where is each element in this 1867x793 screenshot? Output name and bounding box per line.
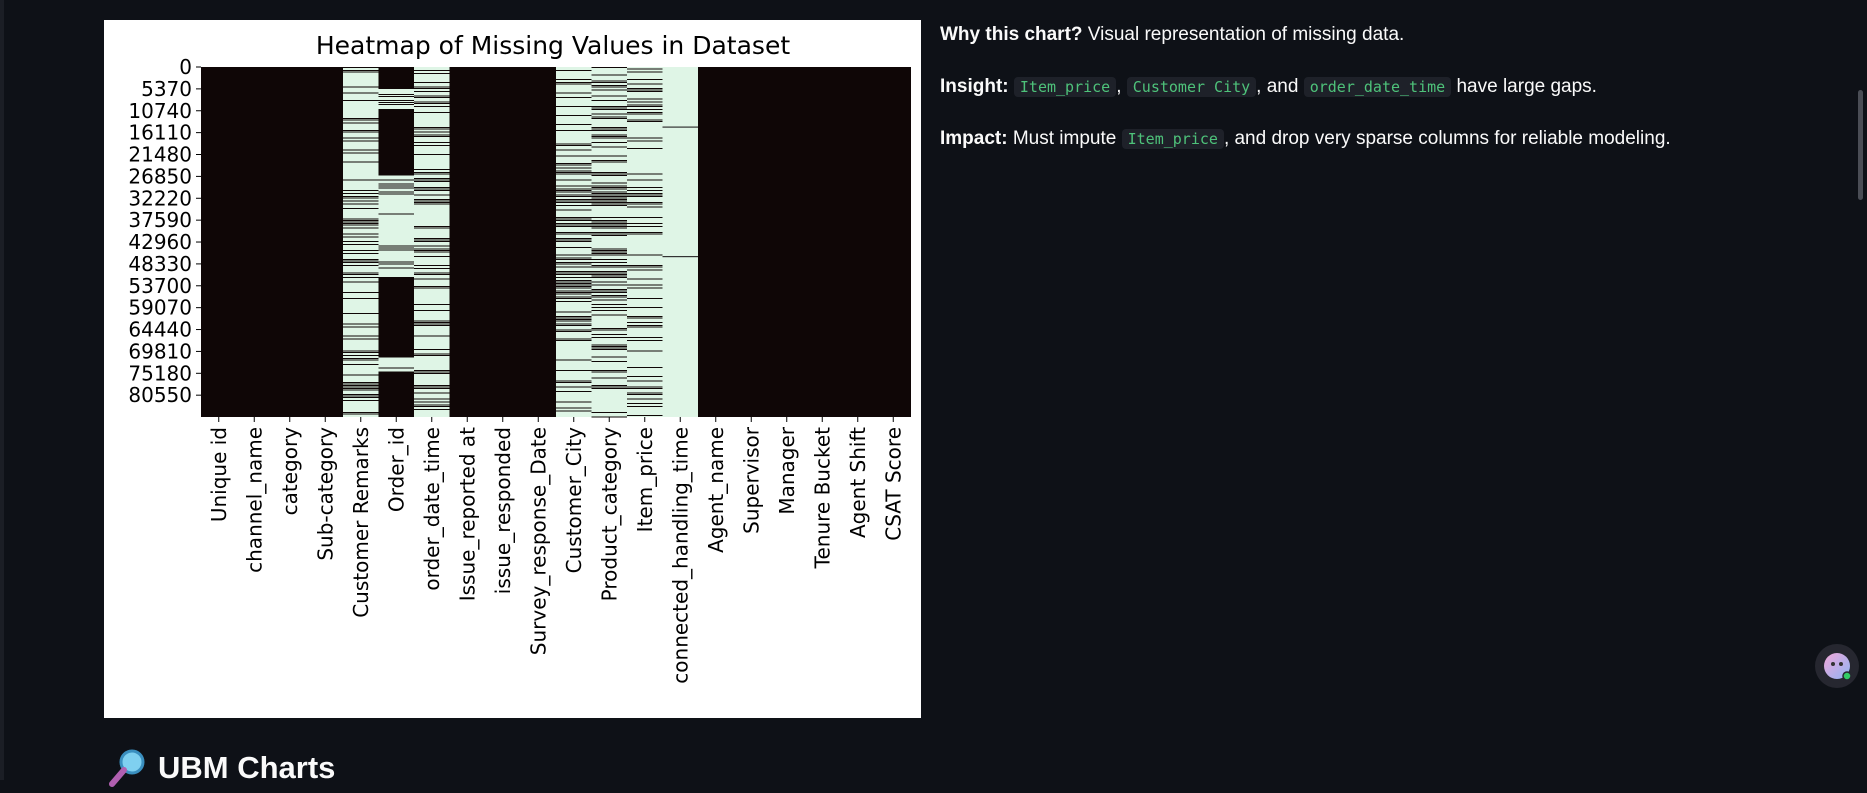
heatmap-column <box>591 67 627 418</box>
insight-label: Insight: <box>940 76 1009 97</box>
y-tick-label: 21480 <box>128 143 192 167</box>
y-tick-label: 75180 <box>128 361 192 385</box>
x-tick-label: Issue_reported at <box>455 427 479 601</box>
window-left-edge <box>0 0 4 780</box>
missing-values-heatmap: Heatmap of Missing Values in Dataset 053… <box>128 31 911 684</box>
section-header: UBM Charts <box>108 748 335 788</box>
x-tick-label: Order_id <box>384 427 408 512</box>
insight-sep-2: , and <box>1256 76 1299 97</box>
y-tick-label: 53700 <box>128 274 192 298</box>
why-text: Visual representation of missing data. <box>1082 24 1405 45</box>
missing-values-heatmap-card: Heatmap of Missing Values in Dataset 0 53… <box>104 20 921 718</box>
y-tick-label: 42960 <box>128 230 192 254</box>
y-tick-label: 5370 <box>141 77 192 101</box>
impact-label: Impact: <box>940 128 1008 149</box>
heatmap-column <box>627 67 663 417</box>
magnifier-icon <box>108 748 148 788</box>
heatmap-column <box>378 88 414 372</box>
x-tick-label: Manager <box>775 426 799 514</box>
page-scrollbar[interactable] <box>1853 0 1867 780</box>
x-tick-label: connected_handling_time <box>668 427 692 684</box>
impact-text-1: Must impute <box>1007 128 1117 149</box>
heatmap-column <box>343 67 379 417</box>
chart-notes: Why this chart? Visual representation of… <box>940 22 1800 178</box>
chart-title: Heatmap of Missing Values in Dataset <box>316 31 790 60</box>
scrollbar-thumb[interactable] <box>1858 90 1863 200</box>
impact-code-item-price: Item_price <box>1121 129 1224 149</box>
y-tick-label: 0 <box>179 55 192 79</box>
why-label: Why this chart? <box>940 24 1083 45</box>
x-tick-label: Customer_City <box>562 427 586 574</box>
heatmap-column <box>662 67 698 417</box>
x-tick-label: channel_name <box>242 427 266 573</box>
why-note: Why this chart? Visual representation of… <box>940 22 1800 48</box>
x-tick-label: category <box>278 427 302 516</box>
y-tick-label: 64440 <box>128 318 192 342</box>
insight-code-item-price: Item_price <box>1013 77 1117 97</box>
impact-note: Impact: Must impute Item_price, and drop… <box>940 126 1800 152</box>
x-tick-label: CSAT Score <box>881 427 905 541</box>
x-tick-label: Survey_response_Date <box>526 427 550 655</box>
section-title: UBM Charts <box>158 750 336 785</box>
y-tick-label: 80550 <box>128 383 192 407</box>
heatmap-column <box>556 67 592 417</box>
y-tick-label: 69810 <box>128 339 192 363</box>
x-tick-label: Tenure Bucket <box>810 427 834 569</box>
x-tick-label: Product_category <box>597 427 621 601</box>
y-tick-label: 48330 <box>128 252 192 276</box>
x-tick-label: Agent_name <box>704 427 728 553</box>
assistant-button[interactable] <box>1815 644 1859 688</box>
y-tick-label: 32220 <box>128 186 192 210</box>
x-tick-label: Unique id <box>207 427 231 522</box>
x-tick-label: Item_price <box>633 427 657 532</box>
x-tick-label: Sub-category <box>313 427 337 561</box>
x-tick-label: Supervisor <box>739 426 763 534</box>
insight-note: Insight: Item_price, Customer City, and … <box>940 74 1800 100</box>
insight-text: have large gaps. <box>1456 76 1597 97</box>
heatmap-column <box>414 67 450 417</box>
insight-code-order-date-time: order_date_time <box>1303 77 1452 97</box>
insight-code-customer-city: Customer City <box>1126 77 1257 97</box>
impact-text-2: , and drop very sparse columns for relia… <box>1223 128 1671 149</box>
assistant-avatar-icon <box>1824 653 1852 681</box>
x-tick-label: Customer Remarks <box>349 427 373 618</box>
x-tick-label: Agent Shift <box>846 427 870 538</box>
y-tick-label: 10740 <box>128 99 192 123</box>
y-tick-label: 59070 <box>128 296 192 320</box>
y-tick-label: 26850 <box>128 164 192 188</box>
y-tick-label: 16110 <box>128 121 192 145</box>
x-tick-label: issue_responded <box>491 427 515 594</box>
y-tick-label: 37590 <box>128 208 192 232</box>
x-tick-label: order_date_time <box>420 427 444 591</box>
insight-sep-1: , <box>1116 76 1122 97</box>
